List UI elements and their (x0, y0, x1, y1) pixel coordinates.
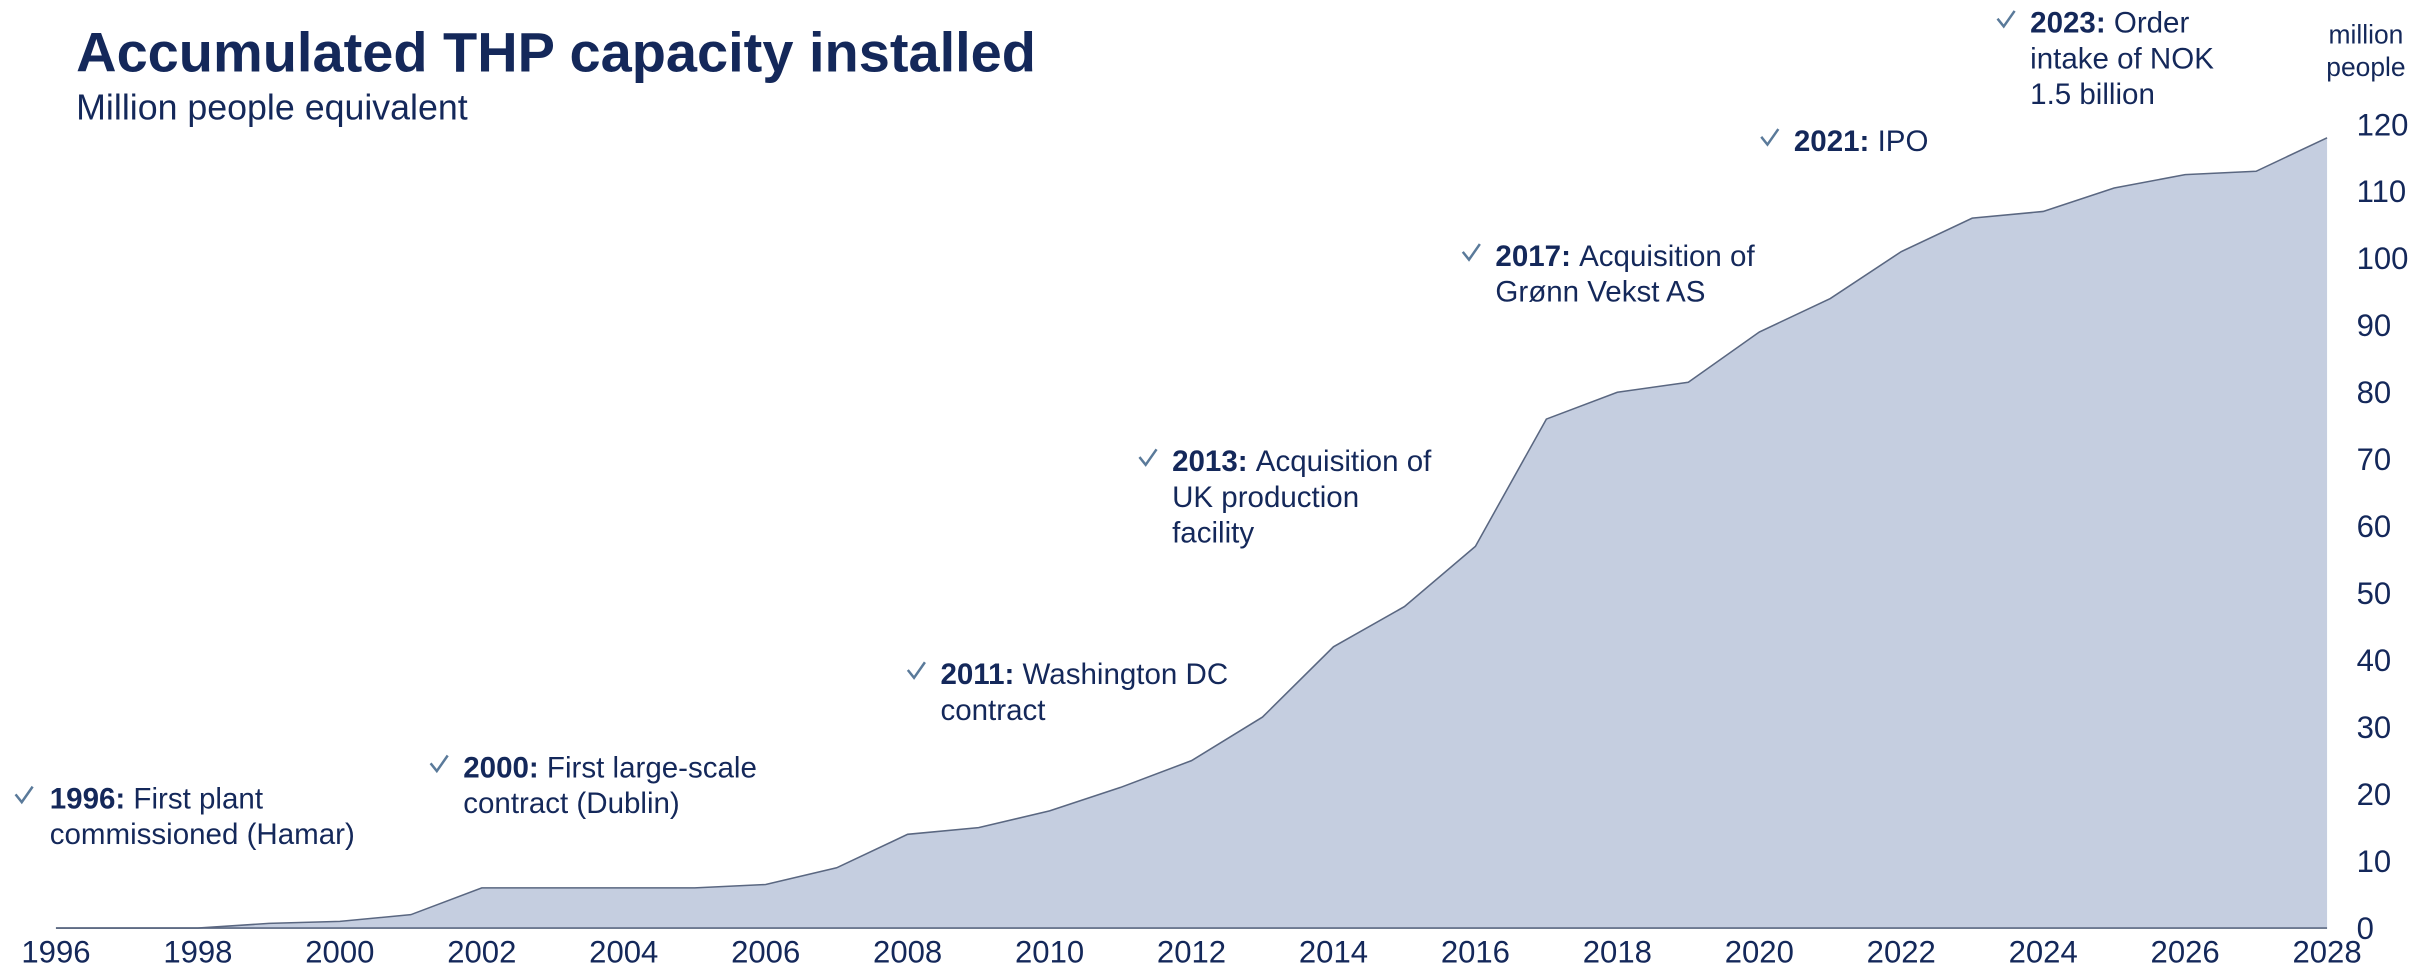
annotation-year: 2017: (1495, 240, 1571, 273)
y-tick-label: 20 (2357, 777, 2392, 812)
annotation-line: First plant (133, 782, 263, 815)
annotation-year: 2011: (940, 658, 1014, 691)
x-tick-label: 2020 (1725, 934, 1794, 969)
check-icon (906, 661, 926, 680)
check-icon (1996, 10, 2016, 29)
x-tick-label: 2010 (1015, 934, 1084, 969)
annotation-line: First large-scale (547, 751, 757, 784)
annotation-text: 1.5 billion (2030, 78, 2155, 111)
chart-subtitle: Million people equivalent (76, 88, 468, 128)
annotation-text: intake of NOK (2030, 42, 2214, 75)
annotation-text: 2021: IPO (1794, 125, 1929, 158)
annotation-year: 1996: (50, 782, 126, 815)
annotation-line: Order (2114, 7, 2190, 40)
x-tick-label: 2022 (1867, 934, 1936, 969)
y-tick-label: 50 (2357, 576, 2392, 611)
area (55, 137, 2328, 929)
x-tick-label: 2004 (589, 934, 658, 969)
x-tick-label: 1996 (21, 934, 90, 969)
annotation-line: Acquisition of (1579, 240, 1755, 273)
y-tick-label: 120 (2357, 107, 2409, 142)
check-icon (1138, 448, 1158, 467)
annotation-line: commissioned (Hamar) (50, 818, 355, 851)
annotation-line: facility (1172, 517, 1254, 550)
annotation-year: 2023: (2030, 7, 2105, 40)
y-tick-label: 100 (2357, 241, 2409, 276)
y-tick-label: 60 (2357, 509, 2392, 544)
area-line (55, 137, 2328, 929)
x-tick-label: 2014 (1299, 934, 1368, 969)
annotation-line: Washington DC (1023, 658, 1229, 691)
annotation-line: 1.5 billion (2030, 78, 2155, 111)
annotation-text: contract (Dublin) (463, 787, 680, 820)
annotation-line: Acquisition of (1256, 445, 1432, 478)
chart-title: Accumulated THP capacity installed (76, 21, 1036, 84)
y-tick-label: 90 (2357, 308, 2392, 343)
annotation-line: intake of NOK (2030, 42, 2214, 75)
x-tick-label: 2018 (1583, 934, 1652, 969)
annotation-text: facility (1172, 517, 1254, 550)
annotation-text: 2000: First large-scale (463, 751, 757, 784)
y-axis-label: million (2329, 20, 2404, 50)
x-tick-label: 2012 (1157, 934, 1226, 969)
annotation-line: contract (940, 694, 1045, 727)
annotation-line: IPO (1878, 125, 1929, 158)
annotation-year: 2021: (1794, 125, 1870, 158)
x-tick-label: 2000 (305, 934, 374, 969)
check-icon (429, 754, 449, 774)
annotation-text: UK production (1172, 481, 1359, 514)
y-tick-label: 10 (2357, 844, 2392, 879)
x-tick-label: 2024 (2009, 934, 2078, 969)
y-tick-label: 40 (2357, 643, 2392, 678)
check-icon (1461, 243, 1481, 262)
annotation-line: UK production (1172, 481, 1359, 514)
x-tick-label: 2026 (2151, 934, 2220, 969)
x-tick-label: 2016 (1441, 934, 1510, 969)
x-tick-label: 2028 (2292, 934, 2361, 969)
x-tick-label: 1998 (163, 934, 232, 969)
annotation-year: 2013: (1172, 445, 1248, 478)
x-tick-label: 2002 (447, 934, 516, 969)
annotation-line: Grønn Vekst AS (1495, 276, 1705, 309)
annotation: 2021: IPO (1760, 125, 1929, 158)
annotation-text: Grønn Vekst AS (1495, 276, 1705, 309)
y-tick-label: 80 (2357, 375, 2392, 410)
check-icon (1760, 128, 1780, 147)
y-axis-label: people (2326, 52, 2405, 82)
annotation-text: commissioned (Hamar) (50, 818, 355, 851)
check-icon (14, 785, 34, 805)
y-tick-label: 0 (2357, 911, 2374, 946)
y-tick-label: 110 (2357, 174, 2407, 209)
annotation-text: contract (940, 694, 1045, 727)
annotation-text: 2013: Acquisition of (1172, 445, 1432, 478)
annotation-year: 2000: (463, 751, 539, 784)
annotation-text: 2023: Order (2030, 7, 2189, 40)
y-tick-label: 30 (2357, 710, 2392, 745)
annotation-text: 2017: Acquisition of (1495, 240, 1755, 273)
annotation-text: 2011: Washington DC (940, 658, 1228, 691)
annotation-text: 1996: First plant (50, 782, 263, 815)
annotation-line: contract (Dublin) (463, 787, 680, 820)
y-tick-label: 70 (2357, 442, 2392, 477)
x-tick-label: 2006 (731, 934, 800, 969)
x-tick-label: 2008 (873, 934, 942, 969)
